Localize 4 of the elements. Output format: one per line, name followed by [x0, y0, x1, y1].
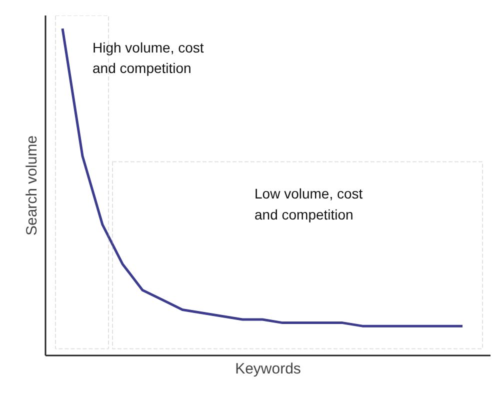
annotation: High volume, cost and competition	[92, 39, 204, 76]
y-axis-title: Search volume	[24, 135, 40, 236]
annotation: Low volume, cost and competition	[254, 186, 363, 222]
x-axis-title: Keywords	[235, 360, 301, 378]
